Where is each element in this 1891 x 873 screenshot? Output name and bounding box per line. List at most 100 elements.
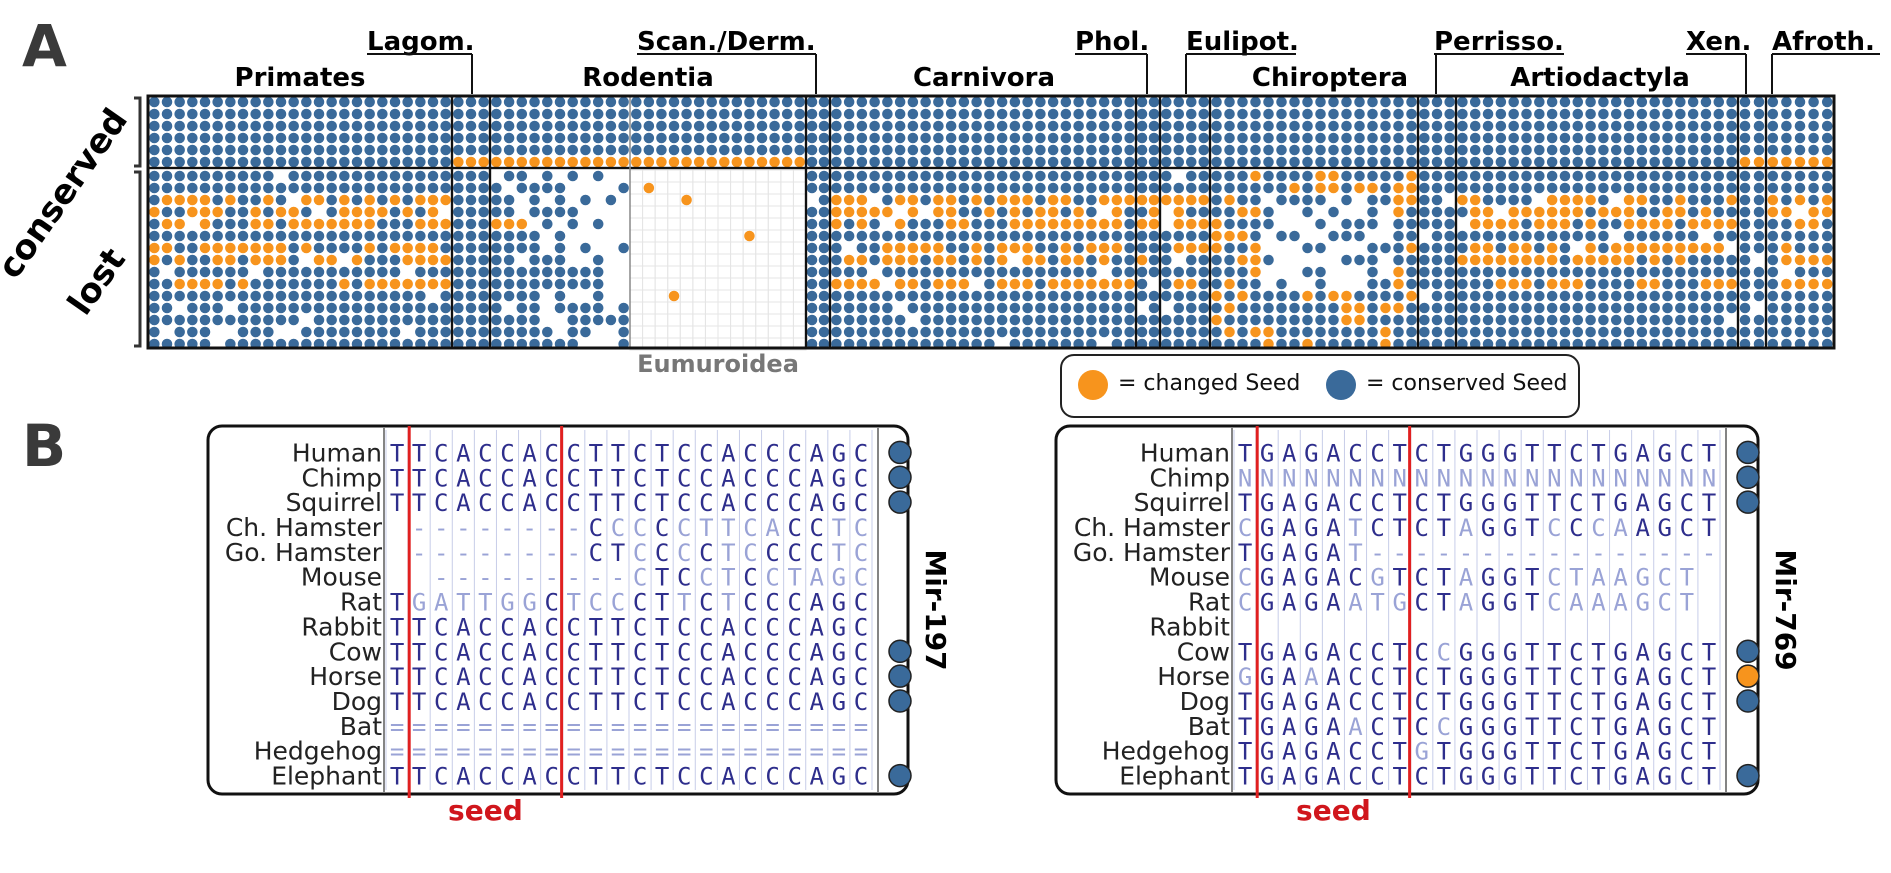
matrix-dot	[818, 266, 830, 278]
matrix-dot	[1767, 314, 1779, 326]
matrix-dot	[1469, 206, 1481, 218]
matrix-dot	[1022, 218, 1033, 230]
matrix-cell	[629, 265, 644, 279]
sequence-base: G	[1481, 638, 1495, 666]
matrix-dot	[554, 182, 566, 194]
matrix-dot	[1482, 266, 1494, 278]
matrix-dot	[1508, 156, 1519, 168]
matrix-dot	[1636, 326, 1648, 338]
matrix-dot	[1419, 314, 1430, 326]
sequence-base: A	[522, 638, 537, 666]
matrix-dot	[377, 156, 388, 168]
matrix-dot	[605, 194, 617, 206]
sequence-base: -	[544, 564, 558, 592]
matrix-dot	[1035, 96, 1046, 108]
sequence-base: C	[677, 464, 691, 492]
matrix-dot	[1211, 326, 1222, 338]
matrix-dot	[1136, 278, 1148, 290]
sequence-base: A	[1613, 589, 1628, 617]
species-name: Human	[292, 438, 382, 467]
matrix-dot	[554, 194, 566, 206]
matrix-dot	[984, 314, 995, 326]
matrix-dot	[567, 156, 579, 168]
matrix-dot	[945, 302, 957, 314]
matrix-dot	[402, 144, 413, 156]
matrix-dot	[1124, 314, 1135, 326]
matrix-dot	[1610, 278, 1622, 290]
matrix-cell	[792, 229, 807, 243]
matrix-dot	[1328, 144, 1339, 156]
matrix-dot	[592, 144, 604, 156]
matrix-dot	[618, 108, 629, 120]
matrix-dot	[301, 144, 312, 156]
matrix-dot	[856, 96, 868, 108]
matrix-dot	[1406, 290, 1417, 302]
matrix-dot	[1211, 132, 1222, 144]
sequence-base: A	[522, 613, 537, 641]
sequence-base: T	[1680, 589, 1694, 617]
matrix-dot	[933, 254, 944, 266]
matrix-dot	[618, 144, 629, 156]
matrix-dot	[1060, 254, 1072, 266]
matrix-dot	[250, 96, 261, 108]
matrix-dot	[856, 242, 868, 254]
matrix-dot	[1482, 230, 1494, 242]
matrix-dot	[1546, 132, 1558, 144]
sequence-base: N	[1680, 464, 1694, 492]
sequence-base: =	[699, 738, 713, 766]
matrix-dot	[402, 108, 413, 120]
matrix-dot	[1354, 314, 1365, 326]
matrix-dot	[1767, 266, 1779, 278]
sequence-base: C	[434, 464, 448, 492]
matrix-dot	[1086, 194, 1097, 206]
matrix-dot	[794, 144, 805, 156]
matrix-dot	[1419, 254, 1430, 266]
matrix-dot	[225, 206, 236, 218]
matrix-dot	[1585, 254, 1596, 266]
matrix-dot	[1482, 254, 1494, 266]
matrix-dot	[781, 96, 793, 108]
matrix-dot	[1687, 242, 1699, 254]
matrix-dot	[529, 206, 540, 218]
matrix-dot	[1136, 266, 1148, 278]
matrix-dot	[1808, 108, 1819, 120]
sequence-base: T	[412, 464, 426, 492]
matrix-dot	[958, 194, 970, 206]
matrix-dot	[237, 120, 249, 132]
sequence-base: A	[522, 439, 537, 467]
matrix-dot	[856, 266, 868, 278]
matrix-dot	[1753, 218, 1765, 230]
matrix-dot	[1009, 182, 1021, 194]
matrix-dot	[351, 96, 363, 108]
matrix-dot	[1211, 120, 1222, 132]
sequence-base: C	[765, 663, 779, 691]
matrix-dot	[1572, 182, 1584, 194]
matrix-dot	[275, 144, 287, 156]
matrix-dot	[1559, 302, 1571, 314]
matrix-dot	[1224, 302, 1235, 314]
matrix-dot	[491, 230, 502, 242]
matrix-dot	[1124, 302, 1135, 314]
matrix-dot	[1315, 108, 1326, 120]
matrix-dot	[503, 254, 515, 266]
sequence-base: A	[1282, 489, 1297, 517]
sequence-base: T	[611, 613, 625, 641]
matrix-dot	[1406, 156, 1417, 168]
sequence-base: G	[1260, 539, 1274, 567]
matrix-dot	[503, 290, 515, 302]
matrix-dot	[1649, 132, 1660, 144]
matrix-dot	[1495, 108, 1507, 120]
sequence-base: T	[1392, 713, 1406, 741]
matrix-dot	[1700, 120, 1712, 132]
matrix-dot	[882, 156, 893, 168]
matrix-dot	[1821, 290, 1833, 302]
matrix-dot	[1457, 314, 1468, 326]
matrix-cell	[792, 217, 807, 231]
sequence-base: T	[1547, 638, 1561, 666]
matrix-dot	[1111, 266, 1123, 278]
matrix-dot	[1781, 290, 1792, 302]
matrix-dot	[263, 156, 274, 168]
matrix-cell	[704, 277, 719, 291]
matrix-dot	[592, 314, 604, 326]
matrix-dot	[1160, 132, 1172, 144]
